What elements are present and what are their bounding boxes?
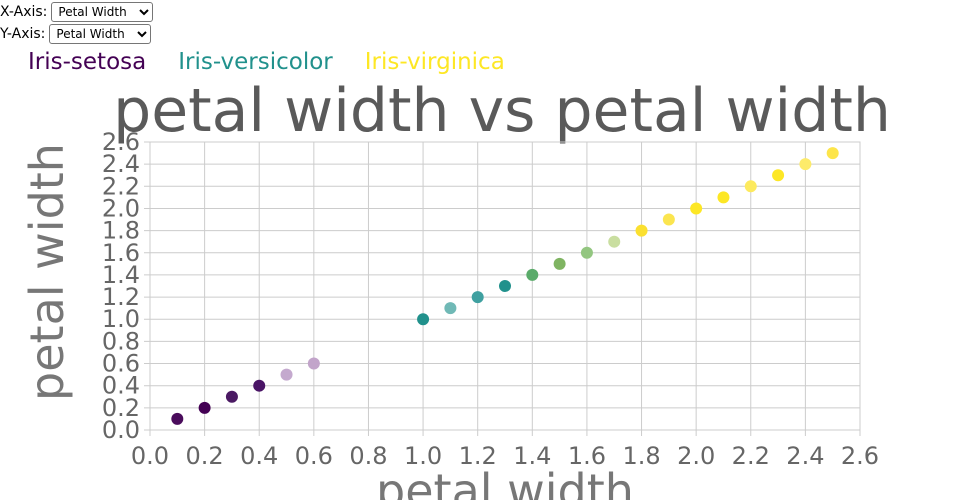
y-tick-label: 0.0 bbox=[102, 416, 140, 444]
data-point[interactable] bbox=[826, 147, 839, 160]
y-tick-label: 0.4 bbox=[102, 372, 140, 400]
y-tick-label: 0.2 bbox=[102, 394, 140, 422]
x-tick-label: 1.2 bbox=[459, 442, 497, 470]
y-tick-label: 0.6 bbox=[102, 350, 140, 378]
chart-title: petal width vs petal width bbox=[113, 76, 891, 146]
data-point[interactable] bbox=[499, 280, 511, 292]
data-point[interactable] bbox=[662, 213, 675, 226]
y-tick-label: 2.2 bbox=[102, 172, 140, 200]
y-tick-label: 2.4 bbox=[102, 150, 140, 178]
data-point[interactable] bbox=[799, 158, 812, 171]
data-point[interactable] bbox=[717, 191, 730, 204]
y-tick-label: 2.0 bbox=[102, 194, 140, 222]
x-tick-label: 1.8 bbox=[622, 442, 660, 470]
x-axis-control: X-Axis: Petal Width bbox=[0, 1, 154, 23]
y-tick-label: 0.8 bbox=[102, 327, 140, 355]
data-point[interactable] bbox=[608, 235, 621, 248]
data-point[interactable] bbox=[171, 412, 184, 425]
legend-item-virginica[interactable]: Iris-virginica bbox=[364, 49, 505, 75]
axis-controls: X-Axis: Petal Width Y-Axis: Petal Width bbox=[0, 1, 154, 45]
x-tick-label: 2.6 bbox=[841, 442, 879, 470]
axis-ticks: 0.0 0.2 0.4 0.6 0.8 1.0 1.2 1.4 1.6 1.8 2.0 2.2 2.4 2… bbox=[102, 128, 879, 470]
data-point[interactable] bbox=[198, 401, 211, 414]
data-point[interactable] bbox=[280, 368, 293, 381]
x-tick-label: 0.6 bbox=[295, 442, 333, 470]
y-tick-label: 1.4 bbox=[102, 261, 140, 289]
y-axis-title: petal width bbox=[20, 143, 74, 401]
data-point[interactable] bbox=[690, 202, 703, 215]
data-point[interactable] bbox=[253, 379, 266, 392]
data-point[interactable] bbox=[417, 313, 430, 326]
x-tick-label: 1.4 bbox=[513, 442, 551, 470]
data-point[interactable] bbox=[744, 180, 757, 193]
y-tick-label: 1.8 bbox=[102, 217, 140, 245]
x-tick-label: 2.2 bbox=[732, 442, 770, 470]
x-axis-label: X-Axis: bbox=[0, 4, 48, 20]
data-point[interactable] bbox=[553, 257, 566, 270]
x-tick-label: 0.0 bbox=[131, 442, 169, 470]
y-tick-label: 1.2 bbox=[102, 283, 140, 311]
legend-item-versicolor[interactable]: Iris-versicolor bbox=[178, 49, 333, 75]
data-point[interactable] bbox=[526, 268, 539, 281]
x-tick-label: 1.6 bbox=[568, 442, 606, 470]
data-points bbox=[171, 147, 839, 425]
x-tick-label: 0.8 bbox=[349, 442, 387, 470]
y-axis-select[interactable]: Petal Width bbox=[49, 24, 152, 44]
x-tick-label: 0.4 bbox=[240, 442, 278, 470]
data-point[interactable] bbox=[444, 302, 457, 315]
x-tick-label: 1.0 bbox=[404, 442, 442, 470]
x-axis-select[interactable]: Petal Width bbox=[51, 2, 154, 22]
data-point[interactable] bbox=[471, 291, 484, 304]
data-point[interactable] bbox=[307, 357, 320, 370]
x-axis-title: petal width bbox=[376, 464, 634, 500]
x-tick-label: 2.4 bbox=[786, 442, 824, 470]
y-tick-label: 1.0 bbox=[102, 305, 140, 333]
y-tick-label: 2.6 bbox=[102, 128, 140, 156]
data-point[interactable] bbox=[225, 390, 238, 403]
x-tick-label: 2.0 bbox=[677, 442, 715, 470]
y-tick-label: 1.6 bbox=[102, 239, 140, 267]
y-axis-control: Y-Axis: Petal Width bbox=[0, 23, 153, 45]
data-point[interactable] bbox=[772, 169, 785, 182]
data-point[interactable] bbox=[635, 224, 648, 237]
data-point[interactable] bbox=[580, 246, 593, 259]
y-axis-label: Y-Axis: bbox=[0, 26, 46, 42]
x-tick-label: 0.2 bbox=[186, 442, 224, 470]
legend-item-setosa[interactable]: Iris-setosa bbox=[28, 49, 147, 75]
legend: Iris-setosa Iris-versicolor Iris-virgini… bbox=[28, 49, 505, 75]
